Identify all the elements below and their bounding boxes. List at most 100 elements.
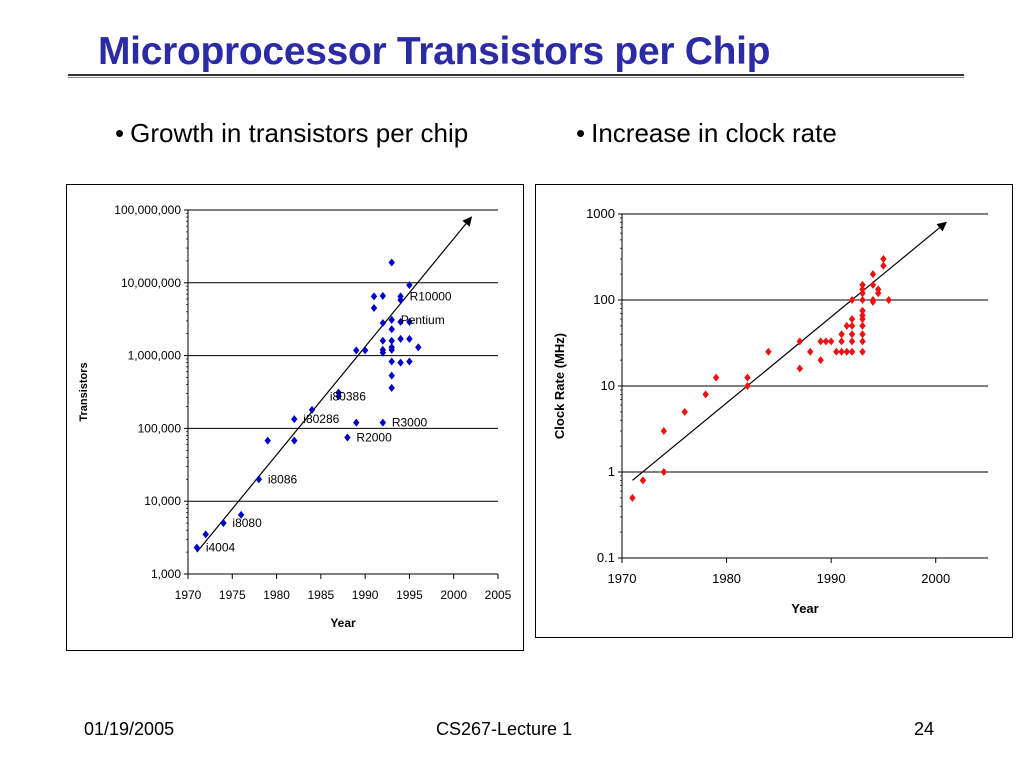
clock-data-point (629, 493, 636, 502)
transistors-point-label: i8086 (268, 472, 298, 486)
transistors-data-point (344, 433, 351, 442)
clock-data-point (681, 407, 688, 416)
clock-data-point (838, 347, 845, 356)
transistors-y-axis-label: Transistors (78, 362, 90, 421)
clock-data-point (859, 321, 866, 330)
title-underline-shadow (68, 77, 964, 78)
clock-y-tick-label: 10 (601, 378, 615, 393)
transistors-x-tick-label: 1970 (175, 588, 202, 602)
clock-data-point (885, 296, 892, 304)
transistors-data-point (353, 346, 360, 355)
transistors-point-label: i80286 (303, 412, 339, 426)
transistors-x-tick-label: 1980 (263, 588, 290, 602)
clock-data-point (660, 426, 668, 435)
transistors-y-tick-label: 100,000,000 (114, 203, 181, 217)
clock-data-point (880, 261, 887, 270)
transistors-data-point (406, 357, 413, 366)
clock-trend-line (632, 221, 947, 481)
title-underline (68, 74, 964, 76)
clock-data-point (660, 468, 668, 476)
transistors-data-point (264, 436, 271, 445)
transistors-point-label: R10000 (410, 289, 452, 303)
clock-data-point (744, 382, 751, 390)
transistors-x-tick-label: 2000 (440, 588, 467, 602)
transistors-point-label: i4004 (206, 541, 236, 555)
clock-data-point (880, 254, 887, 263)
clock-data-point (859, 330, 866, 339)
transistors-data-point (388, 315, 395, 324)
clock-y-tick-label: 1 (608, 464, 615, 479)
transistors-data-point (406, 317, 413, 326)
transistors-data-point (406, 281, 413, 290)
clock-data-point (838, 337, 845, 346)
transistors-data-point (255, 475, 263, 484)
bullet-transistors-text: Growth in transistors per chip (130, 118, 469, 148)
clock-data-point (639, 476, 647, 485)
clock-data-point (859, 337, 866, 346)
transistors-x-tick-label: 2005 (485, 588, 512, 602)
transistors-data-point (291, 415, 298, 424)
clock-data-point (869, 270, 877, 279)
clock-data-point (702, 390, 709, 399)
clock-data-point (712, 373, 720, 382)
footer-date: 01/19/2005 (84, 719, 175, 739)
transistors-data-point (370, 292, 378, 301)
clock-data-point (848, 296, 856, 304)
transistors-y-tick-label: 10,000 (144, 494, 181, 508)
transistors-data-point (361, 346, 369, 355)
transistors-data-point (370, 304, 378, 313)
clock-data-point (859, 280, 866, 289)
clock-data-point (859, 311, 866, 320)
transistors-x-tick-label: 1990 (352, 588, 379, 602)
clock-data-point (859, 306, 866, 315)
clock-x-tick-label: 1990 (817, 571, 846, 586)
transistors-x-tick-label: 1975 (219, 588, 246, 602)
clock-x-tick-label: 2000 (921, 571, 950, 586)
transistors-data-point (397, 334, 404, 343)
transistors-data-point (379, 319, 387, 328)
transistors-x-tick-label: 1995 (396, 588, 423, 602)
clock-data-point (848, 330, 856, 339)
footer-course: CS267-Lecture 1 (436, 719, 573, 739)
clock-data-point (869, 280, 877, 289)
clock-data-point (848, 315, 856, 324)
transistors-data-point (353, 418, 360, 427)
transistors-data-point (379, 418, 387, 427)
transistors-data-point (388, 357, 395, 366)
clock-data-point (848, 321, 856, 330)
clock-data-point (859, 347, 866, 356)
transistors-y-tick-label: 10,000,000 (121, 276, 181, 290)
transistors-data-point (388, 336, 395, 345)
transistors-point-label: i80386 (330, 389, 366, 403)
clock-data-point (848, 337, 856, 346)
transistors-data-point (220, 519, 227, 528)
clock-data-point (822, 337, 830, 346)
transistors-data-point (397, 317, 404, 326)
clock-x-tick-label: 1970 (608, 571, 637, 586)
bullet-clock-rate: • Increase in clock rate (576, 118, 837, 149)
footer-page-number: 24 (914, 719, 935, 739)
transistors-point-label: R2000 (356, 430, 392, 444)
clock-y-tick-label: 0.1 (597, 550, 615, 565)
transistors-data-point (388, 371, 395, 380)
transistors-chart-panel: 1,000 10,000 100,000 1,000,000 10,000,000 100… (66, 184, 524, 651)
transistors-x-axis-label: Year (330, 616, 356, 630)
transistors-point-label: Pentium (401, 313, 445, 327)
clock-x-axis-label: Year (791, 601, 818, 616)
transistors-x-tick-label: 1985 (308, 588, 335, 602)
clock-data-point (838, 330, 845, 339)
transistors-chart: 1,000 10,000 100,000 1,000,000 10,000,000 100… (78, 203, 512, 630)
clock-data-point (744, 373, 751, 382)
transistors-data-point (202, 530, 209, 539)
transistors-data-point (388, 258, 395, 267)
clock-rate-chart: 0.1 1 10 100 1000 1970 1980 1990 2000 Year Clock R… (552, 206, 988, 616)
transistors-trend-line (196, 216, 473, 553)
clock-rate-chart-panel: 0.1 1 10 100 1000 1970 1980 1990 2000 Year Clock R… (535, 184, 1013, 638)
bullet-clock-rate-text: Increase in clock rate (591, 118, 837, 148)
transistors-y-tick-label: 1,000,000 (128, 349, 182, 363)
clock-data-point (859, 296, 866, 304)
clock-y-axis-label: Clock Rate (MHz) (552, 333, 567, 439)
bullet-glyph: • (576, 118, 586, 148)
transistors-y-tick-label: 1,000 (151, 567, 181, 581)
transistors-data-point (388, 345, 395, 354)
